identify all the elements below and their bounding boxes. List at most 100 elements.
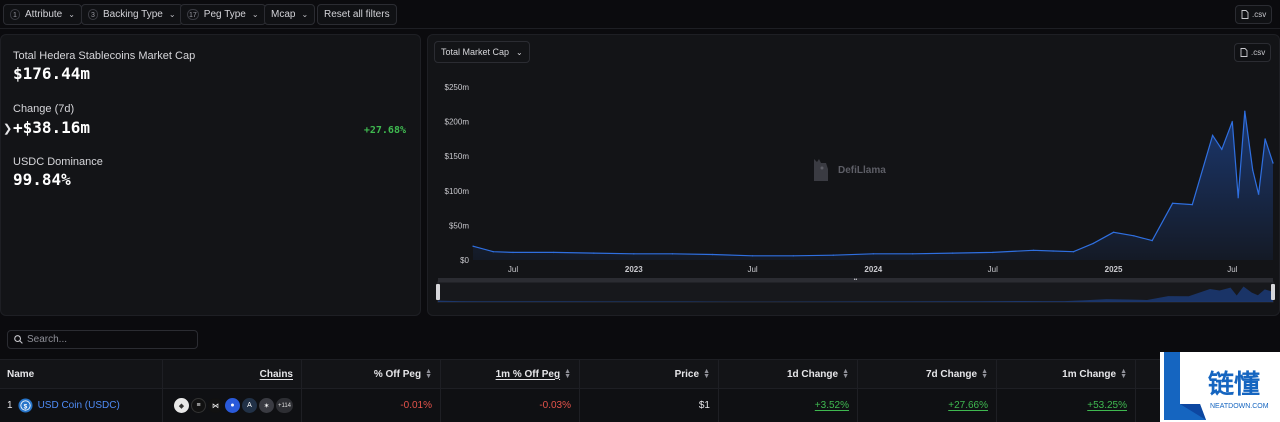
range-slider-bar (438, 278, 1273, 282)
data-point (1211, 134, 1214, 137)
data-point (792, 255, 795, 257)
ethereum-icon[interactable]: ◆ (174, 398, 189, 413)
data-point (1251, 169, 1254, 171)
y-tick-label: $50m (449, 221, 469, 230)
brand-text: 链懂 (1208, 369, 1260, 400)
cell-off-peg-1m: -0.03% (441, 389, 580, 422)
y-tick-label: $250m (445, 83, 470, 92)
file-icon (1240, 48, 1248, 57)
cell-chains: ◆ ≡ ⋈ ● A ✶ +114 (163, 389, 302, 422)
header-label: 7d Change (925, 368, 978, 380)
data-point (472, 245, 474, 247)
y-tick-label: $0 (460, 256, 469, 265)
data-point (1272, 162, 1274, 164)
search-input[interactable] (27, 334, 187, 345)
coin-name-link[interactable]: USD Coin (USDC) (37, 400, 120, 411)
data-point (512, 251, 514, 254)
solana-icon[interactable]: ≡ (191, 398, 206, 413)
data-point (951, 252, 954, 254)
column-header-name[interactable]: Name (0, 360, 163, 388)
range-slider-track (437, 281, 1274, 303)
sui-icon[interactable]: ⋈ (208, 398, 223, 413)
data-point (751, 255, 754, 257)
price-value: $1 (698, 400, 710, 411)
data-point (711, 253, 714, 256)
filter-bar: 1 Attribute ⌄ 3 Backing Type ⌄ 17 Peg Ty… (0, 0, 1280, 29)
data-point (1072, 250, 1075, 253)
header-label: 1d Change (786, 368, 839, 380)
search-icon (14, 335, 23, 344)
filter-mcap-button[interactable]: Mcap ⌄ (264, 4, 316, 25)
y-tick-label: $100m (445, 187, 470, 196)
total-mcap-label: Total Hedera Stablecoins Market Cap (13, 50, 196, 62)
chart-metric-dropdown[interactable]: Total Market Cap ⌄ (434, 41, 530, 63)
change-1m-value: +53.25% (1087, 400, 1127, 411)
filter-label: Peg Type (203, 9, 246, 20)
arbitrum-icon[interactable]: A (242, 398, 257, 413)
data-point (1133, 235, 1135, 237)
data-point (1257, 193, 1260, 196)
polygon-icon[interactable]: ✶ (259, 398, 274, 413)
series-area (473, 111, 1273, 260)
column-header-price[interactable]: Price ▲ ▼ (580, 360, 719, 388)
data-point (1112, 231, 1115, 234)
chart-download-csv-button[interactable]: .csv (1234, 43, 1272, 62)
column-header-off-peg[interactable]: % Off Peg ▲ ▼ (302, 360, 441, 388)
chevron-right-icon[interactable]: ❯ (3, 123, 13, 135)
usdc-icon: $ (18, 398, 33, 413)
neatdown-logo: 链懂 NEATDOWN.COM (1160, 352, 1280, 422)
range-slider-preview (438, 286, 1273, 302)
change-7d-percent: +27.68% (363, 125, 406, 136)
file-icon (1241, 10, 1249, 19)
base-icon[interactable]: ● (225, 398, 240, 413)
data-point (911, 253, 914, 255)
data-point (1092, 242, 1094, 245)
change-7d-value: +$38.16m (13, 118, 91, 137)
watermark-text: DefiLlama (838, 164, 886, 176)
change-7d-value: +27.66% (948, 400, 988, 411)
sort-icon: ▲ ▼ (981, 368, 988, 380)
column-header-7d-change[interactable]: 7d Change ▲ ▼ (858, 360, 997, 388)
filter-label: Attribute (25, 9, 63, 20)
dropdown-label: Total Market Cap (441, 47, 510, 57)
column-header-1d-change[interactable]: 1d Change ▲ ▼ (719, 360, 858, 388)
sort-icon: ▲ ▼ (842, 368, 849, 380)
range-slider-grip-icon: •• (854, 277, 858, 283)
usdc-dominance-label: USDC Dominance (13, 156, 103, 168)
x-tick-label: 2025 (1105, 265, 1123, 274)
reset-filters-button[interactable]: Reset all filters (317, 4, 397, 25)
neatdown-logo-icon: 链懂 NEATDOWN.COM (1164, 352, 1269, 420)
data-point (1191, 203, 1194, 206)
data-point (593, 252, 595, 254)
filter-attribute-button[interactable]: 1 Attribute ⌄ (3, 4, 82, 25)
column-header-chains[interactable]: Chains (163, 360, 302, 388)
cell-1m-change: +53.25% (997, 389, 1136, 422)
filter-count-badge: 17 (187, 9, 199, 20)
header-label: % Off Peg (373, 368, 422, 380)
llama-logo-icon (814, 159, 828, 181)
cell-1d-change: +3.52% (719, 389, 858, 422)
data-point (1237, 196, 1239, 199)
change-1d-value: +3.52% (814, 400, 849, 411)
cell-off-peg: -0.01% (302, 389, 441, 422)
range-slider-handle-right (1271, 284, 1275, 300)
x-tick-label: 2024 (864, 265, 882, 274)
filter-backing-type-button[interactable]: 3 Backing Type ⌄ (81, 4, 183, 25)
search-box[interactable] (7, 330, 198, 349)
header-label: 1m % Off Peg (495, 368, 561, 380)
table-row[interactable]: 1 $ USD Coin (USDC) ◆ ≡ ⋈ ● A ✶ +114 -0.… (0, 389, 1280, 422)
header-label: Chains (259, 368, 293, 380)
column-header-1m-change[interactable]: 1m Change ▲ ▼ (997, 360, 1136, 388)
more-chains-badge[interactable]: +114 (276, 398, 293, 413)
x-tick-label: 2023 (625, 265, 643, 274)
download-csv-button[interactable]: .csv (1235, 5, 1273, 24)
cell-price: $1 (580, 389, 719, 422)
column-header-off-peg-1m[interactable]: 1m % Off Peg ▲ ▼ (441, 360, 580, 388)
chevron-down-icon: ⌄ (68, 10, 75, 19)
data-point (633, 253, 635, 255)
filter-peg-type-button[interactable]: 17 Peg Type ⌄ (180, 4, 266, 25)
row-rank: 1 (7, 400, 13, 411)
range-slider-handle-left (436, 284, 440, 300)
chain-icons: ◆ ≡ ⋈ ● A ✶ +114 (172, 398, 293, 413)
chevron-down-icon: ⌄ (168, 10, 176, 19)
